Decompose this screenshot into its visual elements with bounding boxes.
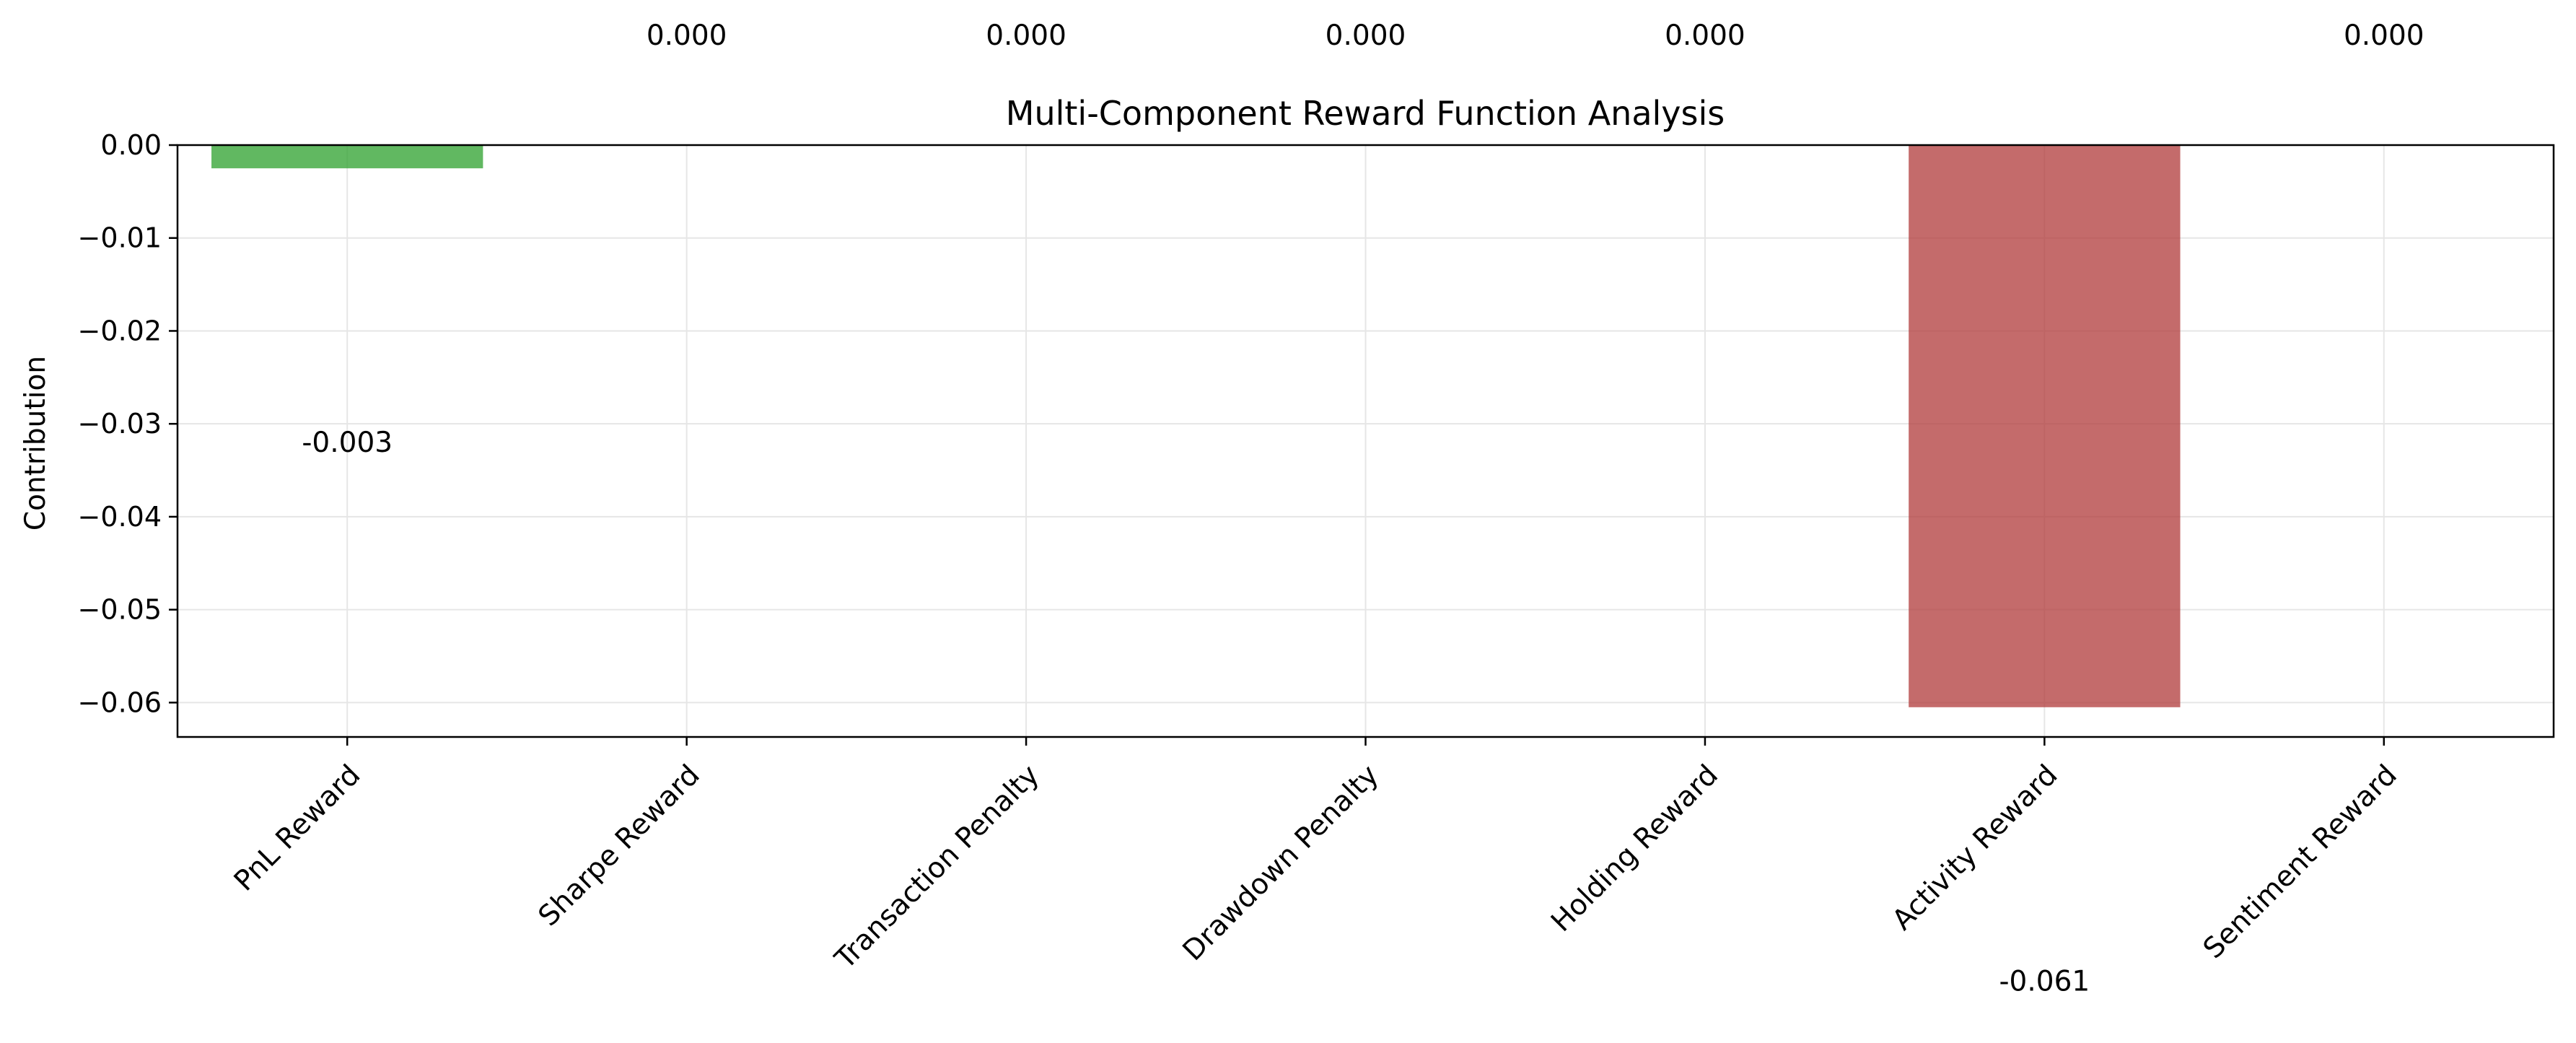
y-tick-label: −0.04 — [78, 501, 162, 533]
value-label-sentiment-reward: 0.000 — [2344, 19, 2424, 52]
bar-pnl-reward — [211, 145, 483, 169]
value-label-holding-reward: 0.000 — [1665, 19, 1745, 52]
y-tick-label: −0.02 — [78, 315, 162, 346]
y-tick-label: 0.00 — [100, 129, 162, 161]
grid-layer — [178, 144, 2554, 737]
x-tick-label-holding-reward: Holding Reward — [1545, 759, 1725, 938]
value-label-transaction-penalty: 0.000 — [986, 19, 1066, 52]
value-label-sharpe-reward: 0.000 — [647, 19, 727, 52]
value-label-drawdown-penalty: 0.000 — [1326, 19, 1406, 52]
label-layer: -0.003 0.000 0.000 0.000 0.000 -0.061 0.000 — [302, 19, 2424, 998]
y-tick-label: −0.06 — [78, 686, 162, 718]
bar-activity-reward — [1909, 145, 2181, 707]
x-tick-label-drawdown-penalty: Drawdown Penalty — [1177, 759, 1385, 967]
x-tick-label-pnl-reward: PnL Reward — [228, 759, 367, 897]
y-tick-label: −0.05 — [78, 594, 162, 626]
bar-layer — [211, 145, 2181, 707]
x-tick-label-activity-reward: Activity Reward — [1886, 759, 2064, 936]
x-tick-label-sentiment-reward: Sentiment Reward — [2197, 759, 2404, 965]
axes-layer: 0.00 −0.01 −0.02 −0.03 −0.04 −0.05 −0.06 PnL Re… — [78, 129, 2555, 976]
value-label-activity-reward: -0.061 — [1999, 965, 2090, 998]
chart-title: Multi-Component Reward Function Analysis — [1006, 94, 1725, 133]
y-axis-label: Contribution — [19, 356, 52, 531]
y-tick-label: −0.03 — [78, 408, 162, 440]
value-label-pnl-reward: -0.003 — [302, 427, 393, 459]
y-tick-label: −0.01 — [78, 222, 162, 254]
x-tick-label-sharpe-reward: Sharpe Reward — [533, 759, 706, 933]
x-tick-label-transaction-penalty: Transaction Penalty — [828, 759, 1046, 976]
